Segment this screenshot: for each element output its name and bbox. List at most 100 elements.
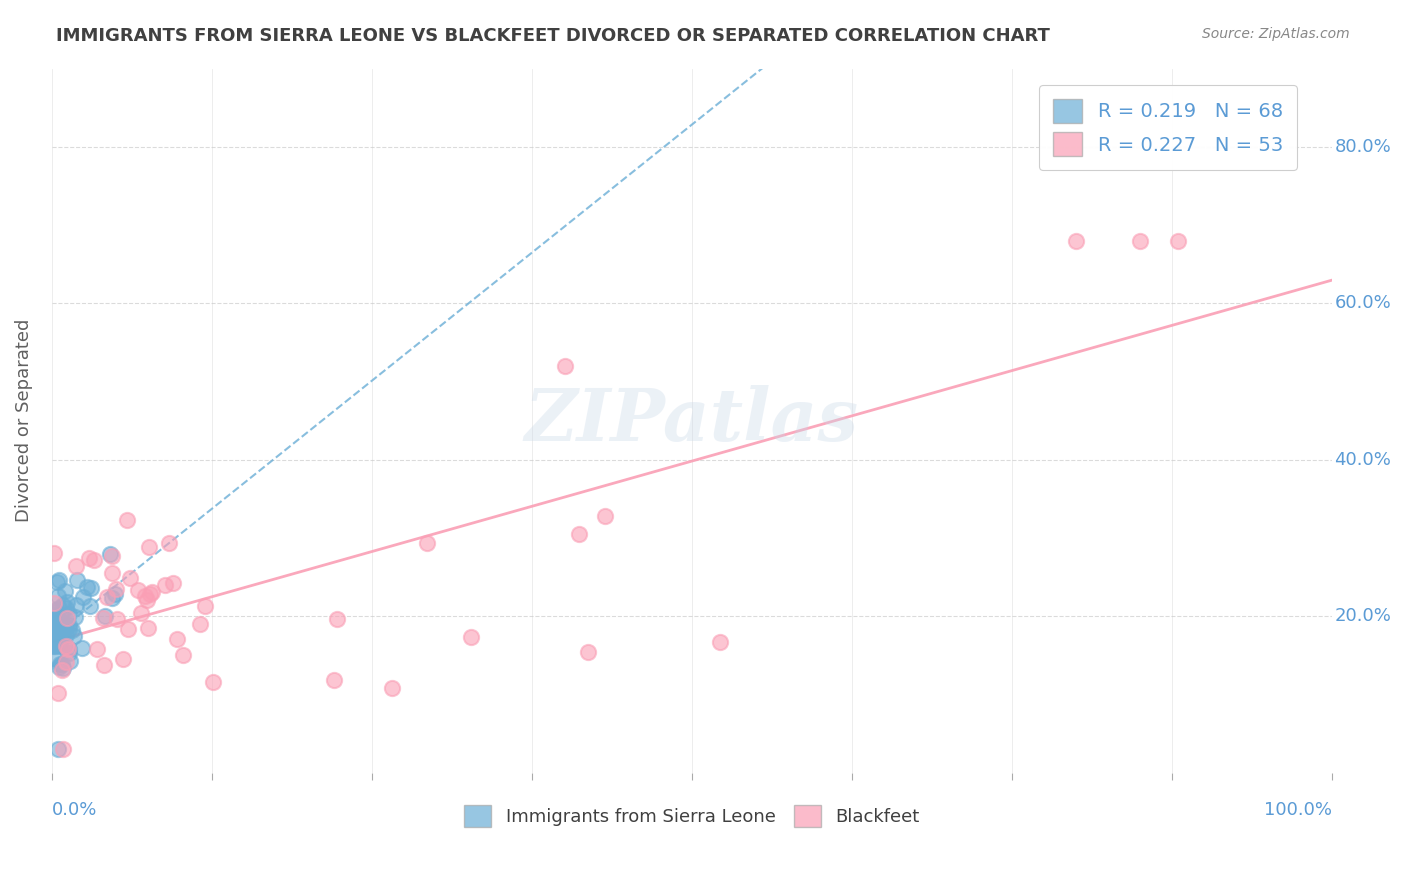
- Point: [58, 607, 80, 621]
- Point: [117, 622, 139, 636]
- Point: [41, 618, 63, 632]
- Point: [44, 639, 66, 653]
- Point: [91, 611, 114, 625]
- Point: [42, 631, 65, 645]
- Point: [58, 646, 80, 660]
- Point: [55, 628, 77, 642]
- Point: [41, 633, 63, 648]
- Text: 60.0%: 60.0%: [1334, 294, 1392, 312]
- Point: [62, 629, 84, 643]
- Point: [51, 663, 73, 677]
- Point: [709, 634, 731, 648]
- Point: [53, 584, 76, 599]
- Point: [568, 527, 591, 541]
- Point: [1167, 234, 1189, 248]
- Point: [129, 606, 152, 620]
- Point: [46, 589, 69, 603]
- Point: [46, 623, 69, 637]
- Text: 40.0%: 40.0%: [1334, 450, 1392, 469]
- Point: [72, 590, 94, 604]
- Text: 0.0%: 0.0%: [52, 801, 97, 819]
- Point: [42, 628, 65, 642]
- Point: [70, 641, 93, 656]
- Point: [42, 596, 65, 610]
- Point: [44, 609, 66, 624]
- Point: [58, 617, 80, 632]
- Point: [77, 550, 100, 565]
- Point: [42, 631, 65, 645]
- Point: [46, 742, 69, 756]
- Point: [101, 549, 124, 563]
- Point: [105, 612, 128, 626]
- Point: [41, 638, 63, 652]
- Point: [44, 651, 66, 665]
- Point: [1064, 234, 1087, 248]
- Point: [194, 599, 217, 613]
- Point: [45, 628, 67, 642]
- Point: [59, 654, 82, 668]
- Point: [134, 589, 156, 603]
- Point: [49, 639, 72, 653]
- Point: [45, 575, 67, 590]
- Point: [55, 601, 77, 615]
- Point: [136, 593, 159, 607]
- Point: [46, 686, 69, 700]
- Point: [381, 681, 404, 696]
- Point: [51, 598, 73, 612]
- Point: [416, 535, 439, 549]
- Point: [49, 615, 72, 630]
- Point: [162, 575, 184, 590]
- Point: [51, 621, 73, 635]
- Point: [138, 541, 160, 555]
- Point: [58, 622, 80, 636]
- Point: [48, 573, 70, 587]
- Text: 20.0%: 20.0%: [1334, 607, 1392, 625]
- Point: [60, 623, 83, 637]
- Point: [136, 621, 159, 635]
- Point: [104, 582, 127, 596]
- Point: [52, 623, 75, 637]
- Point: [104, 587, 127, 601]
- Point: [45, 605, 67, 619]
- Point: [56, 595, 79, 609]
- Point: [127, 582, 149, 597]
- Point: [51, 615, 73, 630]
- Point: [48, 636, 70, 650]
- Point: [83, 553, 105, 567]
- Point: [460, 631, 482, 645]
- Point: [45, 631, 67, 645]
- Point: [188, 617, 211, 632]
- Point: [48, 600, 70, 615]
- Point: [44, 603, 66, 617]
- Point: [49, 657, 72, 672]
- Y-axis label: Divorced or Separated: Divorced or Separated: [15, 319, 32, 523]
- Legend: Immigrants from Sierra Leone, Blackfeet: Immigrants from Sierra Leone, Blackfeet: [457, 797, 927, 834]
- Point: [96, 590, 118, 604]
- Text: Source: ZipAtlas.com: Source: ZipAtlas.com: [1202, 27, 1350, 41]
- Point: [76, 580, 98, 594]
- Text: ZIPatlas: ZIPatlas: [524, 385, 859, 456]
- Point: [86, 642, 108, 657]
- Point: [42, 608, 65, 623]
- Point: [42, 626, 65, 640]
- Point: [44, 621, 66, 635]
- Point: [155, 578, 177, 592]
- Point: [118, 571, 141, 585]
- Point: [166, 632, 188, 646]
- Point: [79, 581, 101, 595]
- Point: [94, 609, 117, 624]
- Point: [41, 622, 63, 636]
- Point: [65, 609, 87, 624]
- Point: [65, 558, 87, 573]
- Point: [79, 599, 101, 613]
- Point: [55, 655, 77, 669]
- Point: [141, 585, 163, 599]
- Point: [202, 675, 225, 690]
- Point: [65, 599, 87, 613]
- Point: [322, 673, 344, 687]
- Point: [45, 624, 67, 638]
- Point: [52, 742, 75, 756]
- Point: [326, 612, 349, 626]
- Point: [66, 573, 89, 587]
- Point: [48, 660, 70, 674]
